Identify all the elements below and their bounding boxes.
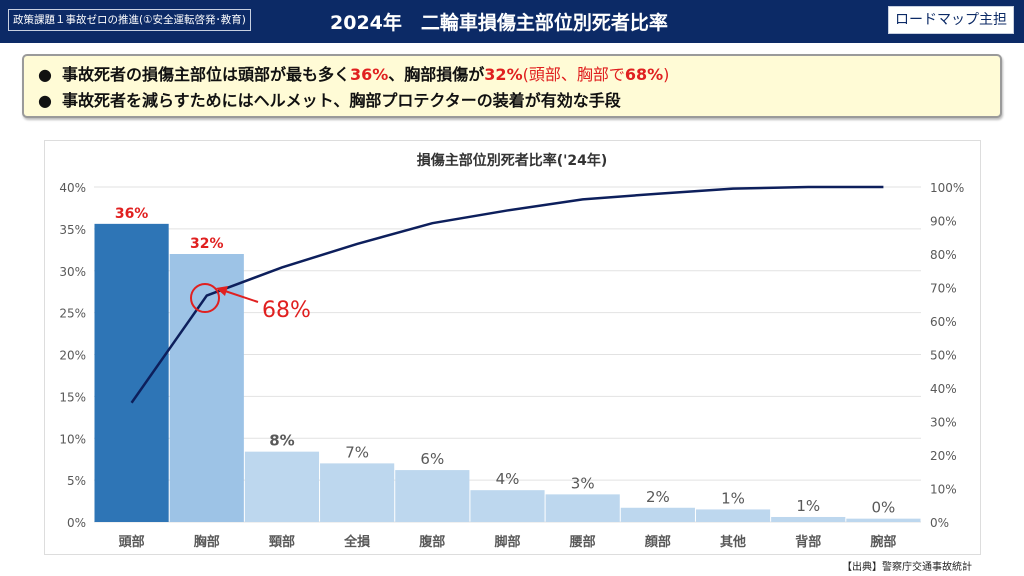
summary-line-2: ● 事故死者を減らすためにはヘルメット、胸部プロテクターの装着が有効な手段 [38, 88, 1000, 114]
x-tick-label: 脚部 [494, 534, 520, 550]
y2-tick-label: 90% [930, 215, 957, 229]
x-tick-label: 全損 [343, 534, 371, 550]
policy-tag: 政策課題１事故ゼロの推進(①安全運転啓発･教育) [8, 9, 251, 31]
bar-其他 [695, 509, 771, 522]
y2-tick-label: 100% [930, 181, 964, 195]
y-tick-label: 0% [67, 516, 86, 530]
bullet-icon: ● [38, 91, 52, 110]
arrowhead-icon [216, 286, 228, 296]
data-label: 36% [115, 206, 149, 222]
y-tick-label: 25% [59, 307, 86, 321]
header-bar: 政策課題１事故ゼロの推進(①安全運転啓発･教育) 2024年 二輪車損傷主部位別… [0, 0, 1024, 43]
bar-胸部 [169, 254, 244, 522]
data-label: 3% [571, 474, 595, 492]
x-tick-label: 頸部 [269, 534, 295, 550]
data-label: 1% [721, 489, 745, 507]
y-tick-label: 40% [59, 181, 86, 195]
y2-tick-label: 70% [930, 282, 957, 296]
x-tick-label: 腕部 [870, 534, 896, 550]
source-note: 【出典】警察庁交通事故統計 [842, 562, 972, 573]
chart-title: 損傷主部位別死者比率('24年) [417, 152, 608, 169]
bar-顔部 [620, 507, 695, 522]
annotation-label: 68% [262, 298, 311, 323]
data-label: 0% [872, 499, 896, 517]
x-tick-label: 胸部 [194, 534, 220, 550]
y-tick-label: 10% [59, 432, 86, 446]
head-percent: 36% [349, 65, 389, 84]
y2-tick-label: 40% [930, 382, 957, 396]
y2-tick-label: 80% [930, 248, 957, 262]
y-tick-label: 5% [67, 474, 86, 488]
summary-callout: ● 事故死者の損傷主部位は頭部が最も多く36%、胸部損傷が32%(頭部、胸部で68… [22, 54, 1002, 118]
x-tick-label: 頭部 [119, 534, 145, 550]
bar-背部 [771, 516, 846, 522]
bar-全損 [320, 463, 395, 522]
data-label: 1% [796, 497, 820, 515]
data-label: 4% [496, 470, 520, 488]
bar-腹部 [395, 470, 470, 522]
y2-tick-label: 0% [930, 516, 949, 530]
y2-tick-label: 20% [930, 449, 957, 463]
y-tick-label: 35% [59, 223, 86, 237]
chart-frame [44, 140, 981, 555]
x-tick-label: 腹部 [419, 534, 445, 550]
owner-badge: ロードマップ主担 [888, 6, 1014, 34]
x-tick-label: 顔部 [644, 534, 671, 550]
bar-腰部 [545, 494, 620, 522]
y2-tick-label: 60% [930, 315, 957, 329]
text: ) [663, 65, 670, 84]
bar-脚部 [470, 490, 545, 522]
text: 事故死者を減らすためにはヘルメット、胸部プロテクターの装着が有効な手段 [61, 91, 621, 110]
data-label: 8% [269, 432, 294, 450]
y2-tick-label: 10% [930, 483, 957, 497]
x-tick-label: 其他 [720, 534, 746, 550]
page-title: 2024年 二輪車損傷主部位別死者比率 [330, 12, 668, 34]
y2-tick-label: 30% [930, 416, 957, 430]
y-tick-label: 15% [59, 390, 86, 404]
y-tick-label: 20% [59, 349, 86, 363]
bar-腕部 [846, 518, 921, 522]
highlight-circle [190, 283, 220, 313]
bar-頭部 [94, 223, 169, 522]
text: (頭部、胸部で [522, 65, 625, 84]
x-tick-label: 腰部 [569, 534, 596, 550]
data-label: 32% [190, 236, 224, 252]
data-label: 6% [420, 450, 444, 468]
annotation-arrow [221, 289, 259, 303]
x-tick-label: 背部 [795, 534, 821, 550]
bar-頸部 [244, 451, 320, 522]
data-label: 7% [345, 443, 369, 461]
data-label: 2% [646, 488, 670, 506]
summary-line-1: ● 事故死者の損傷主部位は頭部が最も多く36%、胸部損傷が32%(頭部、胸部で68… [38, 62, 1000, 88]
bullet-icon: ● [38, 65, 52, 84]
y2-tick-label: 50% [930, 349, 957, 363]
y-tick-label: 30% [59, 265, 86, 279]
text: 、胸部損傷が [388, 65, 485, 84]
chest-percent: 32% [484, 65, 523, 84]
combined-percent: 68% [624, 65, 664, 84]
cumulative-line [130, 185, 884, 404]
text: 事故死者の損傷主部位は頭部が最も多く [61, 65, 350, 84]
